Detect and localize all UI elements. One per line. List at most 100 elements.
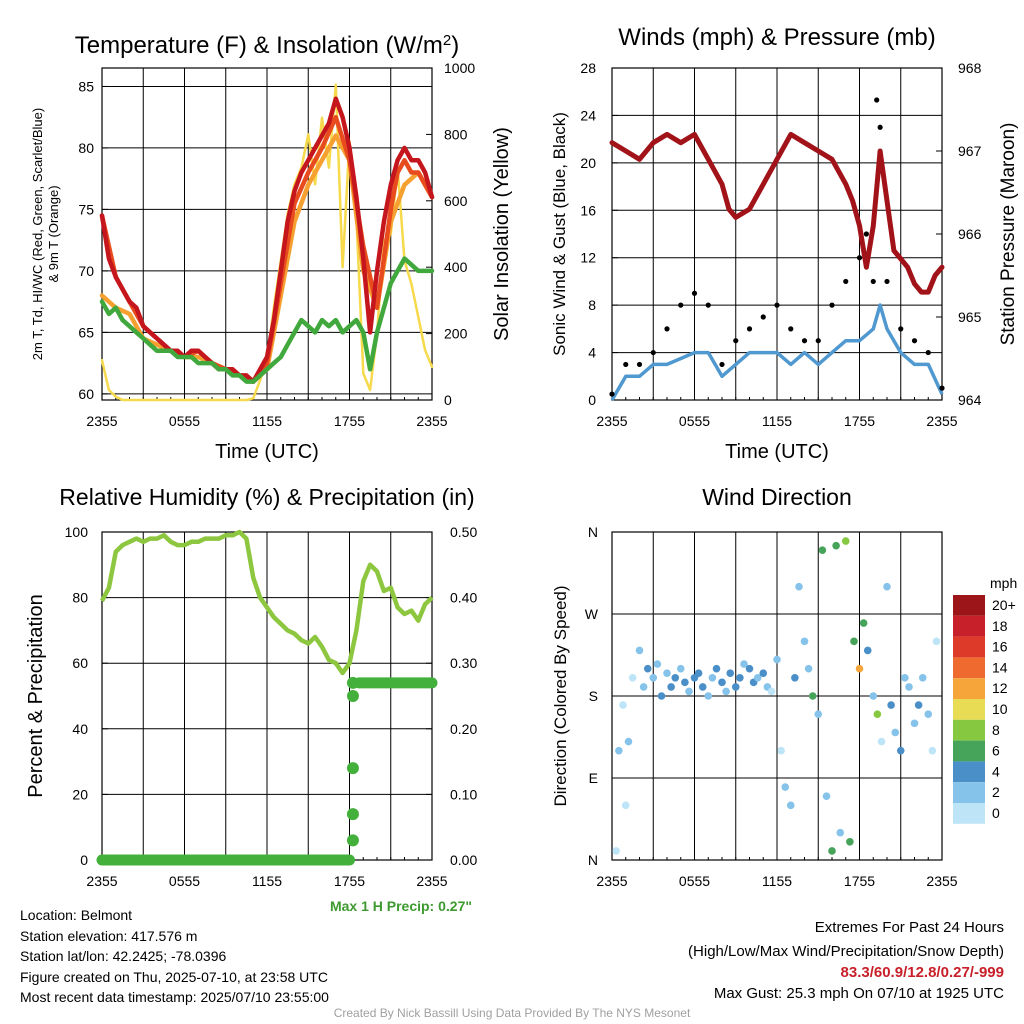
y2-tick-label: 200	[444, 326, 468, 342]
legend-swatch	[953, 595, 985, 616]
gust-point	[911, 338, 918, 344]
gust-point	[870, 278, 876, 285]
direction-point	[698, 683, 707, 691]
direction-point	[924, 710, 933, 719]
legend-swatch	[953, 782, 985, 803]
y2-tick-label: 0.20	[450, 721, 477, 737]
x-axis-label: Time (UTC)	[725, 441, 829, 463]
direction-point	[873, 710, 882, 719]
direction-point	[918, 673, 927, 682]
direction-point	[667, 683, 675, 691]
legend-label: 8	[992, 722, 1000, 738]
y-axis-label: Percent & Precipitation	[25, 594, 47, 797]
direction-point	[628, 673, 637, 682]
legend-swatch	[953, 615, 985, 637]
direction-point	[722, 687, 730, 696]
chart-title: Temperature (F) & Insolation (W/m2)	[75, 32, 459, 60]
direction-point	[910, 719, 919, 728]
y2-tick-label: 600	[444, 193, 468, 209]
direction-point	[883, 582, 891, 591]
gust-point	[678, 302, 684, 308]
x-tick-label: 1155	[762, 873, 792, 889]
direction-point	[685, 687, 693, 696]
direction-point	[832, 541, 840, 550]
max-precip-label: Max 1 H Precip: 0.27"	[330, 898, 472, 914]
legend-label: 4	[992, 763, 1000, 779]
series-line-2mt	[99, 96, 435, 384]
direction-point	[828, 847, 836, 855]
legend-label: 6	[992, 743, 1000, 759]
direction-point	[777, 746, 785, 755]
y-axis-label-line2: & 9m T (Orange)	[46, 185, 61, 282]
legend-label: 16	[992, 639, 1008, 655]
y2-tick-label: 400	[444, 259, 468, 275]
gust-point	[636, 361, 643, 368]
direction-point	[896, 746, 905, 755]
direction-point	[612, 847, 620, 855]
y-tick-label: 0	[80, 852, 88, 868]
x-tick-label: 1155	[252, 413, 282, 429]
y2-tick-label: 0.30	[450, 655, 477, 671]
direction-point	[767, 687, 776, 696]
x-tick-label: 0555	[679, 413, 710, 429]
legend-swatch	[953, 699, 985, 720]
direction-point	[786, 801, 795, 810]
legend-swatch	[953, 636, 985, 658]
y2-tick-label: 1000	[444, 60, 475, 76]
gust-point	[705, 302, 711, 308]
direction-point	[676, 664, 685, 673]
direction-point	[869, 692, 878, 700]
legend-title: mph	[990, 575, 1017, 591]
chart-title: Wind Direction	[702, 484, 852, 510]
legend-swatch	[953, 657, 985, 679]
direction-point	[822, 792, 831, 801]
data-timestamp: Most recent data timestamp: 2025/07/10 2…	[20, 989, 329, 1005]
series-line-2mtd	[99, 256, 435, 384]
y2-tick-label: 0.00	[450, 852, 477, 868]
legend-label: 0	[992, 805, 1000, 821]
direction-point	[759, 669, 768, 678]
y2-tick-label: 968	[958, 60, 982, 76]
x-tick-label: 1155	[762, 413, 792, 429]
x-tick-label: 2355	[926, 413, 957, 429]
legend-swatch	[953, 678, 985, 699]
precip-point	[346, 808, 359, 821]
direction-point	[621, 801, 630, 810]
x-tick-label: 1755	[844, 413, 875, 429]
y-tick-label: S	[589, 688, 598, 704]
direction-point	[877, 737, 886, 746]
y-tick-label: 16	[580, 202, 596, 218]
gust-point	[650, 349, 656, 356]
direction-point	[643, 664, 652, 673]
direction-point	[653, 660, 662, 668]
station-elevation: Station elevation: 417.576 m	[20, 927, 198, 944]
direction-point	[855, 664, 864, 673]
extremes-values: 83.3/60.9/12.8/0.27/-999	[840, 964, 1004, 981]
gust-point	[801, 338, 808, 344]
direction-point	[891, 728, 900, 737]
gust-point	[884, 278, 890, 285]
direction-point	[887, 701, 895, 709]
series-line-wind	[610, 303, 944, 401]
precip-point	[346, 762, 359, 775]
x-tick-label: 1755	[334, 413, 365, 429]
gust-point	[664, 326, 670, 332]
y-tick-label: 20	[580, 155, 596, 171]
y-tick-label: 20	[72, 786, 88, 802]
gust-point	[774, 302, 780, 308]
legend-swatch	[953, 761, 985, 783]
direction-point	[708, 673, 717, 682]
chart-title: Winds (mph) & Pressure (mb)	[618, 24, 935, 51]
direction-point	[901, 673, 909, 682]
gust-point	[898, 326, 904, 332]
y-tick-label: 28	[580, 60, 596, 76]
y-tick-label: 12	[580, 250, 596, 266]
direction-point	[740, 660, 748, 668]
max-gust: Max Gust: 25.3 mph On 07/10 at 1925 UTC	[713, 984, 1004, 1002]
y2-tick-label: 0.10	[450, 786, 477, 802]
direction-point	[932, 637, 941, 646]
y-tick-label: 75	[78, 201, 94, 217]
y-tick-label: 8	[588, 297, 596, 313]
legend-label: 18	[992, 618, 1008, 634]
